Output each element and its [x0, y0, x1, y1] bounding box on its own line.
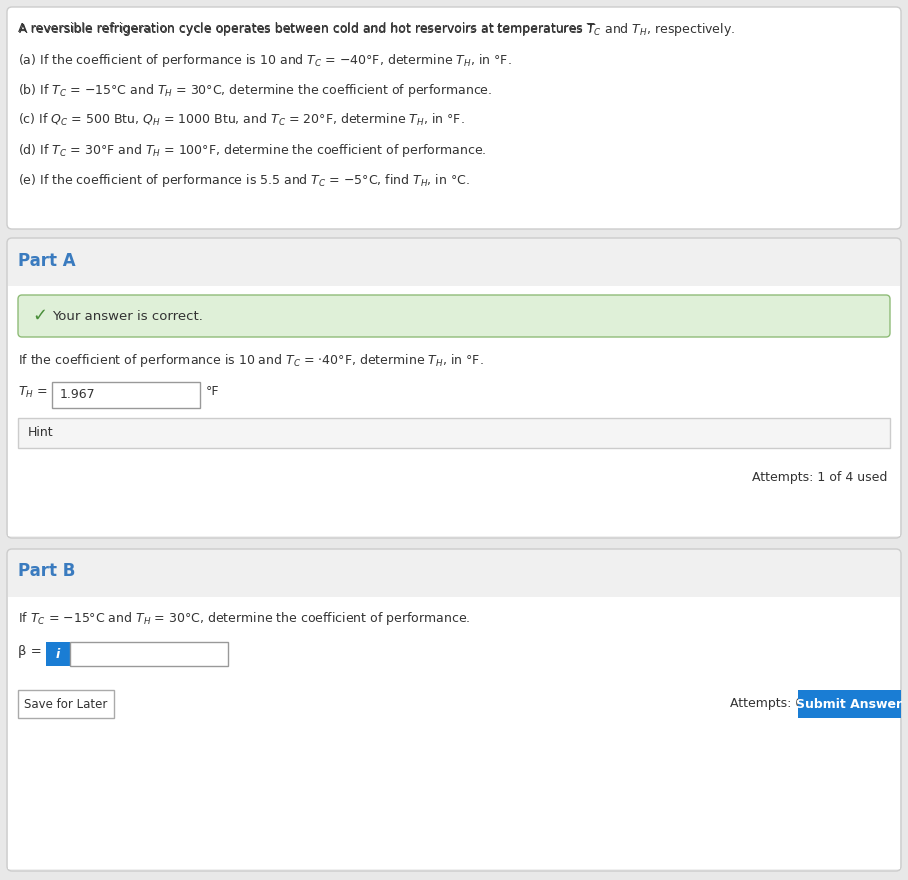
Bar — [8, 286, 900, 536]
Text: (b) If $T_C$ = $-$15°C and $T_H$ = 30°C, determine the coefficient of performanc: (b) If $T_C$ = $-$15°C and $T_H$ = 30°C,… — [18, 82, 492, 99]
Text: A reversible refrigeration cycle operates between cold and hot reservoirs at tem: A reversible refrigeration cycle operate… — [18, 22, 595, 35]
Text: Save for Later: Save for Later — [25, 698, 108, 710]
Text: Attempts: 0 of 4 used: Attempts: 0 of 4 used — [730, 698, 865, 710]
Text: Submit Answer: Submit Answer — [796, 698, 902, 710]
Bar — [46, 642, 70, 666]
Text: (e) If the coefficient of performance is 5.5 and $T_C$ = $-$5°C, find $T_H$, in : (e) If the coefficient of performance is… — [18, 172, 470, 189]
Text: Part B: Part B — [18, 562, 75, 580]
Text: Part A: Part A — [18, 252, 75, 270]
FancyBboxPatch shape — [7, 7, 901, 229]
Text: $T_H$ =: $T_H$ = — [18, 385, 48, 400]
Bar — [70, 642, 228, 666]
Text: If $T_C$ = $-$15°C and $T_H$ = 30°C, determine the coefficient of performance.: If $T_C$ = $-$15°C and $T_H$ = 30°C, det… — [18, 610, 470, 627]
Text: (d) If $T_C$ = 30°F and $T_H$ = 100°F, determine the coefficient of performance.: (d) If $T_C$ = 30°F and $T_H$ = 100°F, d… — [18, 142, 487, 159]
FancyBboxPatch shape — [7, 238, 901, 538]
Bar — [18, 690, 114, 718]
Bar — [8, 597, 900, 869]
Text: Attempts: 1 of 4 used: Attempts: 1 of 4 used — [752, 471, 887, 484]
Text: β =: β = — [18, 645, 42, 658]
Text: (a) If the coefficient of performance is 10 and $T_C$ = $-$40°F, determine $T_H$: (a) If the coefficient of performance is… — [18, 52, 512, 69]
Text: i: i — [56, 648, 60, 661]
Text: Hint: Hint — [28, 427, 54, 439]
FancyBboxPatch shape — [18, 295, 890, 337]
Text: A reversible refrigeration cycle operates between cold and hot reservoirs at tem: A reversible refrigeration cycle operate… — [18, 21, 735, 38]
Bar — [798, 690, 901, 718]
Text: (c) If $Q_C$ = 500 Btu, $Q_H$ = 1000 Btu, and $T_C$ = 20°F, determine $T_H$, in : (c) If $Q_C$ = 500 Btu, $Q_H$ = 1000 Btu… — [18, 112, 465, 128]
Text: ✓: ✓ — [32, 307, 47, 325]
Text: A reversible refrigeration cycle operates between cold and hot reservoirs at tem: A reversible refrigeration cycle operate… — [18, 22, 595, 35]
Text: 1.967: 1.967 — [60, 388, 95, 401]
Text: If the coefficient of performance is 10 and $T_C$ = $\cdot$40°F, determine $T_{H: If the coefficient of performance is 10 … — [18, 352, 484, 369]
Text: Your answer is correct.: Your answer is correct. — [52, 310, 202, 322]
FancyBboxPatch shape — [7, 549, 901, 871]
Bar — [18, 418, 890, 448]
Bar — [52, 382, 200, 408]
Text: °F: °F — [206, 385, 220, 398]
